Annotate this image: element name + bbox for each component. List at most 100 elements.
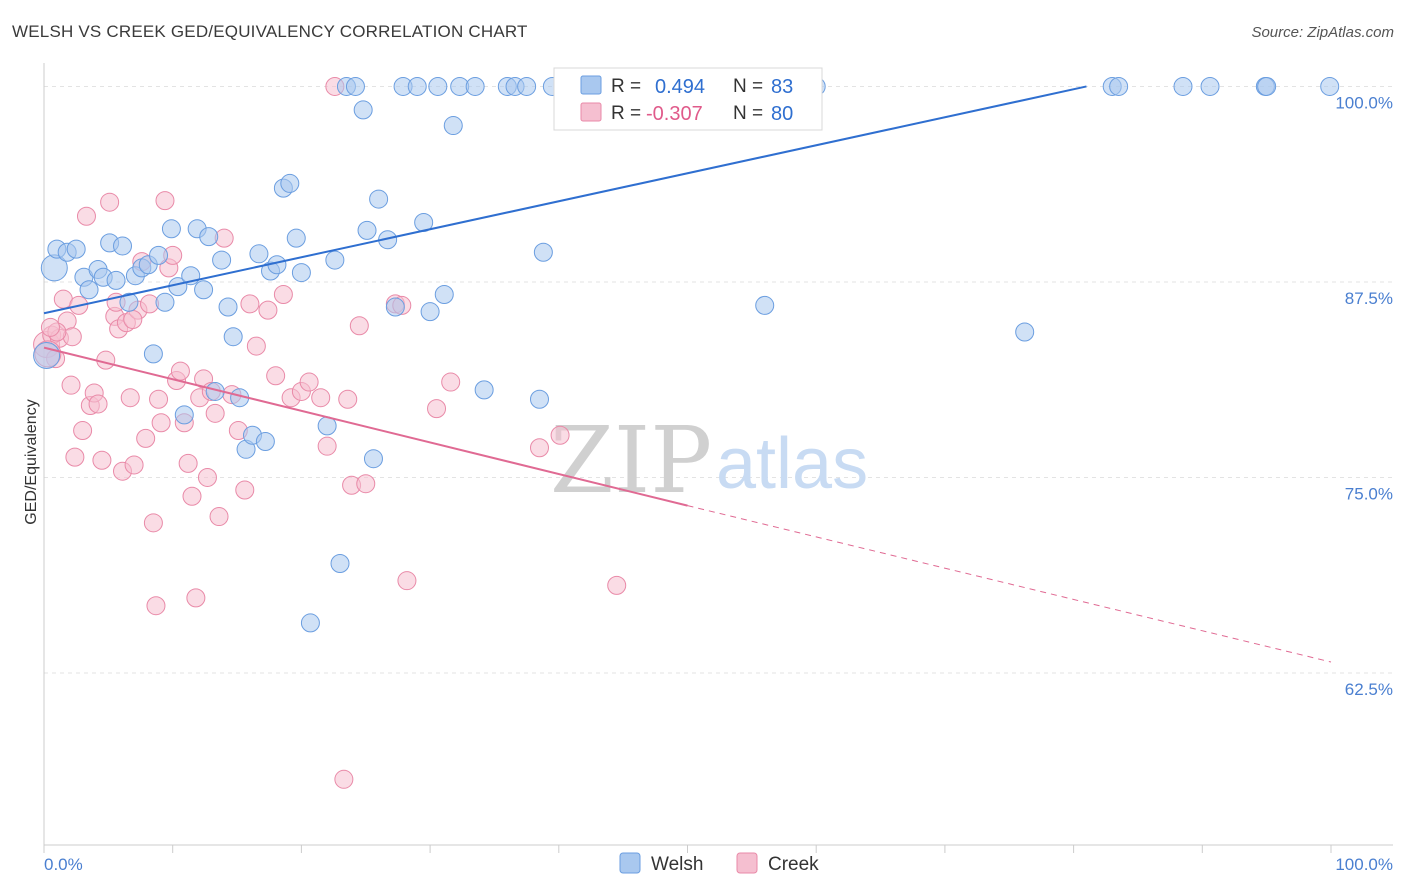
- creek-point: [146, 596, 166, 616]
- welsh-point: [174, 405, 194, 425]
- creek-swatch: [580, 102, 602, 122]
- welsh-point: [1015, 322, 1035, 342]
- watermark: ZIP atlas: [550, 407, 868, 514]
- y-tick-label: 75.0%: [1345, 484, 1393, 503]
- welsh-point: [353, 100, 373, 120]
- welsh-point: [385, 297, 405, 317]
- chart-source: Source: ZipAtlas.com: [1251, 24, 1394, 41]
- creek-point: [397, 571, 417, 591]
- welsh-point: [212, 250, 232, 270]
- creek-point: [76, 206, 96, 226]
- creek-point: [349, 316, 369, 336]
- welsh-trend-line: [43, 85, 1087, 315]
- series-legend: Welsh Creek: [619, 852, 819, 875]
- creek-point: [88, 394, 108, 414]
- creek-point: [317, 436, 337, 456]
- creek-point: [334, 769, 354, 789]
- creek-point: [143, 513, 163, 533]
- creek-point: [136, 428, 156, 448]
- welsh-point: [1257, 76, 1277, 96]
- welsh-point: [357, 220, 377, 240]
- creek-point: [65, 447, 85, 467]
- creek-n-label: N =: [733, 103, 763, 124]
- x-tick-label-min: 0.0%: [44, 855, 83, 874]
- creek-point: [186, 588, 206, 608]
- welsh-point: [143, 344, 163, 364]
- creek-point: [151, 413, 171, 433]
- y-tick-label: 62.5%: [1345, 680, 1393, 699]
- welsh-point: [79, 280, 99, 300]
- creek-point: [120, 388, 140, 408]
- y-axis-title: GED/Equivalency: [23, 399, 40, 524]
- stats-legend: R = 0.494 N = 83 R = -0.307 N = 80: [553, 67, 823, 131]
- welsh-point: [149, 245, 169, 265]
- welsh-point: [428, 76, 448, 96]
- welsh-point: [363, 449, 383, 469]
- welsh-r-label: R =: [611, 76, 641, 97]
- welsh-n-label: N =: [733, 76, 763, 97]
- welsh-point: [325, 250, 345, 270]
- creek-point: [299, 372, 319, 392]
- creek-point: [73, 421, 93, 441]
- legend-creek-swatch: [736, 852, 758, 874]
- welsh-point: [1320, 76, 1340, 96]
- creek-point: [170, 361, 190, 381]
- grid-lines: [44, 85, 1393, 674]
- welsh-point: [465, 76, 485, 96]
- welsh-point: [1200, 76, 1220, 96]
- welsh-point: [533, 242, 553, 262]
- welsh-point: [300, 613, 320, 633]
- welsh-point: [345, 76, 365, 96]
- welsh-point: [443, 116, 463, 136]
- welsh-point: [291, 263, 311, 283]
- creek-point: [40, 317, 60, 337]
- creek-r-value: -0.307: [646, 103, 703, 125]
- welsh-point: [249, 244, 269, 264]
- creek-point: [311, 388, 331, 408]
- trend-lines: [43, 85, 1332, 663]
- axes: [43, 63, 1393, 853]
- watermark-atlas: atlas: [716, 424, 868, 504]
- creek-n-value: 80: [771, 103, 793, 125]
- creek-trend-extension: [687, 505, 1332, 663]
- welsh-point: [474, 380, 494, 400]
- creek-point: [61, 375, 81, 395]
- creek-point: [209, 507, 229, 527]
- creek-point: [356, 474, 376, 494]
- welsh-point: [517, 76, 537, 96]
- welsh-point: [407, 76, 427, 96]
- welsh-point: [194, 280, 214, 300]
- legend-welsh-label: Welsh: [651, 854, 703, 875]
- chart-title: WELSH VS CREEK GED/EQUIVALENCY CORRELATI…: [12, 22, 528, 41]
- y-tick-label: 100.0%: [1335, 93, 1393, 112]
- welsh-point: [1109, 76, 1129, 96]
- creek-point: [155, 191, 175, 211]
- welsh-point: [280, 173, 300, 193]
- legend-creek-label: Creek: [768, 854, 819, 875]
- welsh-point: [1173, 76, 1193, 96]
- legend-welsh-swatch: [619, 852, 641, 874]
- creek-point: [197, 467, 217, 487]
- welsh-point: [33, 341, 61, 369]
- welsh-point: [199, 227, 219, 247]
- y-tick-label: 87.5%: [1345, 289, 1393, 308]
- creek-point: [240, 294, 260, 314]
- welsh-n-value: 83: [771, 76, 793, 98]
- creek-point: [124, 455, 144, 475]
- x-tick-label-max: 100.0%: [1335, 855, 1393, 874]
- creek-r-label: R =: [611, 103, 641, 124]
- welsh-point: [66, 239, 86, 259]
- welsh-point: [529, 389, 549, 409]
- creek-point: [205, 403, 225, 423]
- welsh-point: [434, 284, 454, 304]
- welsh-point: [161, 219, 181, 239]
- welsh-point: [155, 292, 175, 312]
- welsh-point: [286, 228, 306, 248]
- creek-point: [178, 453, 198, 473]
- creek-point: [258, 300, 278, 320]
- creek-point: [235, 480, 255, 500]
- welsh-point: [369, 189, 389, 209]
- creek-point: [92, 450, 112, 470]
- creek-point: [273, 284, 293, 304]
- creek-point: [266, 366, 286, 386]
